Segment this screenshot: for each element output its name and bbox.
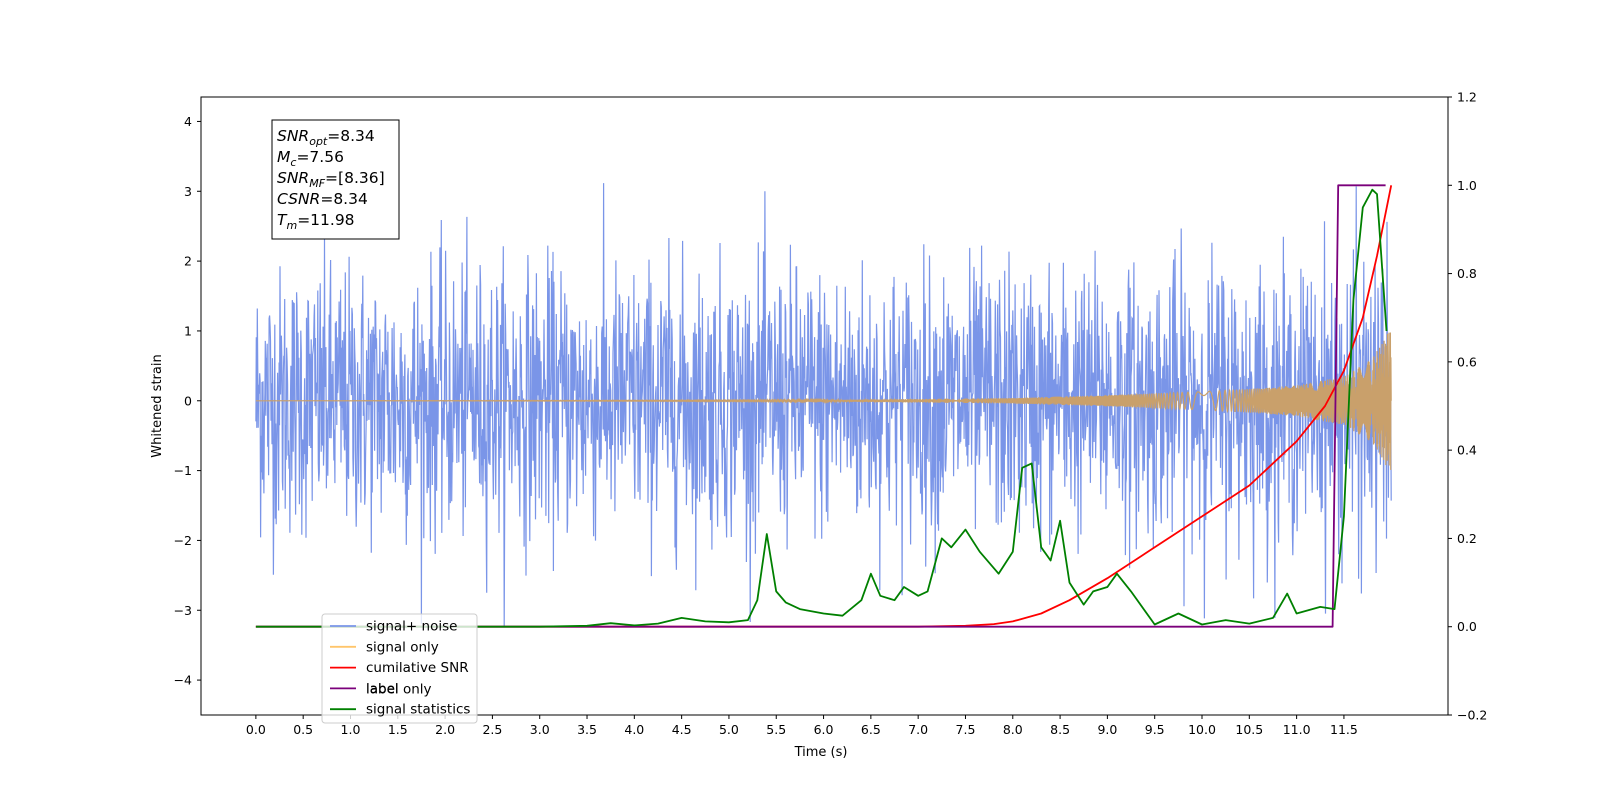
y2-tick-label: 0.4 (1457, 443, 1477, 458)
annotation-line: CSNR=8.34 (277, 190, 368, 208)
x-axis: 0.0 0.5 1.0 1.5 2.0 2.5 3.0 3.5 4.0 4.5 5.0 5.5 6.0 6… (246, 715, 1358, 737)
y-tick-label: 1 (184, 323, 192, 338)
y-tick-label: −1 (174, 463, 192, 478)
plot-frame (200, 96, 1449, 716)
series-signal-noise (255, 183, 1392, 627)
legend-label-faded: label only (366, 681, 432, 697)
x-tick-label: 2.0 (435, 722, 455, 737)
x-tick-label: 3.0 (530, 722, 550, 737)
legend-label: signal only (366, 639, 439, 655)
x-tick-label: 6.5 (861, 722, 881, 737)
y2-tick-label: 0.2 (1457, 531, 1477, 546)
annotation-line: SNRopt=8.34 (277, 127, 375, 148)
legend-label: signal statistics (366, 702, 470, 718)
y-axis-left: 4 3 2 1 0 −1 −2 −3 −4 (174, 114, 201, 688)
y-tick-label: 3 (184, 184, 192, 199)
x-tick-label: 10.0 (1188, 722, 1216, 737)
series-layer (255, 183, 1393, 628)
x-tick-label: 4.0 (624, 722, 644, 737)
series-label (255, 184, 1386, 628)
y-tick-label: −2 (174, 533, 192, 548)
x-tick-label: 11.0 (1283, 722, 1311, 737)
x-tick-label: 8.5 (1050, 722, 1070, 737)
x-tick-label: 7.5 (956, 722, 976, 737)
legend-label: signal+ noise (366, 619, 457, 635)
x-tick-label: 9.5 (1145, 722, 1165, 737)
series-signal-statistics (255, 188, 1388, 628)
y-tick-label: 4 (184, 114, 192, 129)
y2-tick-label: 0.0 (1457, 619, 1477, 634)
annotation-frame (271, 119, 400, 240)
y2-tick-label: 0.8 (1457, 266, 1477, 281)
x-tick-label: 3.5 (577, 722, 597, 737)
x-tick-label: 10.5 (1235, 722, 1263, 737)
x-tick-label: 0.5 (293, 722, 313, 737)
x-tick-label: 5.5 (766, 722, 786, 737)
x-tick-label: 6.0 (814, 722, 834, 737)
y2-tick-label: 0.6 (1457, 354, 1477, 369)
x-tick-label: 7.0 (908, 722, 928, 737)
y-tick-label: 2 (184, 254, 192, 269)
x-tick-label: 2.5 (482, 722, 502, 737)
annotation-line: SNRMF=[8.36] (277, 169, 385, 190)
x-tick-label: 5.0 (719, 722, 739, 737)
y-tick-label: 0 (184, 393, 192, 408)
legend-label: label (366, 681, 399, 697)
legend: signal+ noise signal only cumilative SNR la… (321, 613, 478, 724)
x-tick-label: 11.5 (1330, 722, 1358, 737)
x-tick-label: 9.0 (1097, 722, 1117, 737)
annotation-line: Mc=7.56 (277, 148, 344, 169)
y-tick-label: −3 (174, 603, 192, 618)
series-signal-only (255, 332, 1392, 470)
y2-tick-label: −0.2 (1457, 708, 1487, 723)
legend-frame (321, 613, 478, 724)
x-tick-label: 8.0 (1003, 722, 1023, 737)
y2-tick-label: 1.0 (1457, 178, 1477, 193)
x-tick-label: 4.5 (672, 722, 692, 737)
x-tick-label: 0.0 (246, 722, 266, 737)
y2-tick-label: 1.2 (1457, 90, 1477, 105)
legend-label: cumilative SNR (366, 660, 469, 676)
y-axis-right: 1.2 1.0 0.8 0.6 0.4 0.2 0.0 −0.2 (1448, 90, 1487, 723)
x-axis-label: Time (s) (794, 745, 848, 760)
annotation-line: Tm=11.98 (277, 211, 355, 232)
x-tick-label: 1.0 (341, 722, 361, 737)
x-tick-label: 1.5 (388, 722, 408, 737)
y-axis-label: Whitened strain (150, 354, 165, 457)
y-tick-label: −4 (174, 673, 192, 688)
